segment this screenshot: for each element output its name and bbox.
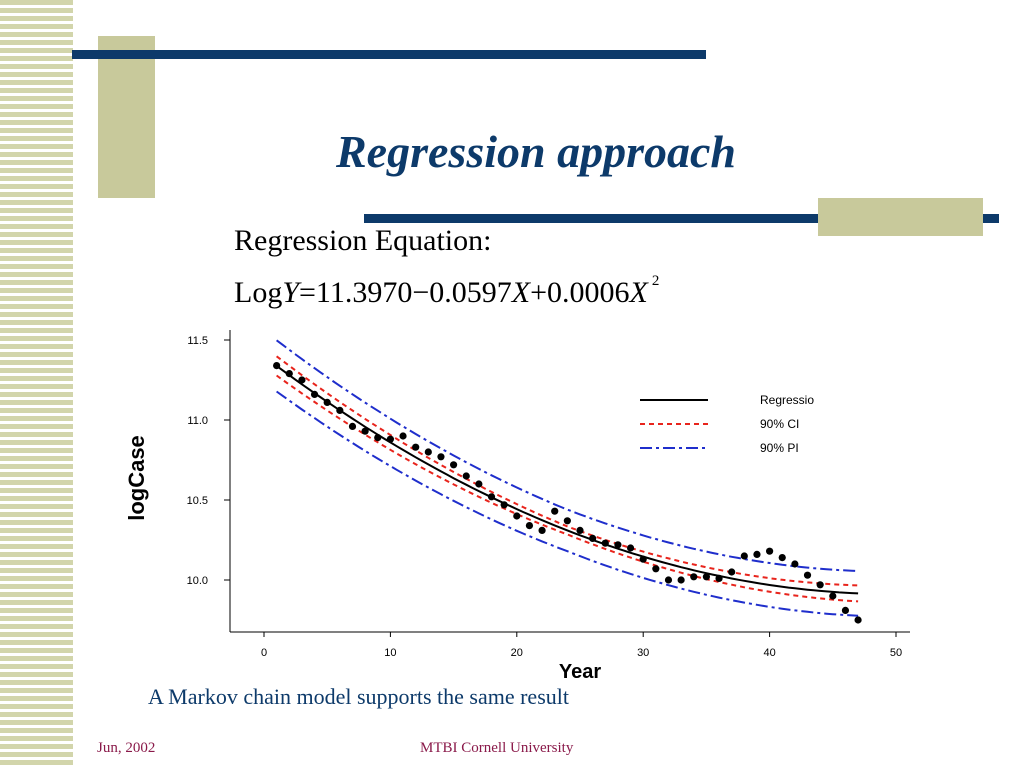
data-point xyxy=(715,574,723,582)
data-point xyxy=(525,522,534,530)
equation-exponent: 2 xyxy=(651,273,660,289)
data-point xyxy=(310,390,319,398)
y-tick-label: 11.0 xyxy=(187,415,208,427)
equation-heading: Regression Equation: xyxy=(234,224,492,257)
data-point xyxy=(841,606,850,614)
equation-rhs-a: =11.3970−0.0597 xyxy=(299,276,512,309)
chart-bands xyxy=(276,339,859,617)
pi-upper-line xyxy=(276,339,859,572)
data-point xyxy=(614,541,622,549)
equation-lhs-var: Y xyxy=(282,276,300,309)
data-point xyxy=(778,554,786,562)
equation-lhs-prefix: Log xyxy=(234,276,283,309)
x-tick-label: 0 xyxy=(261,647,267,659)
data-point xyxy=(323,398,331,406)
footer-date: Jun, 2002 xyxy=(97,740,156,756)
data-point xyxy=(273,362,281,370)
data-point xyxy=(803,571,812,579)
data-point xyxy=(728,568,736,576)
data-point xyxy=(690,573,698,581)
data-point xyxy=(399,432,407,440)
data-point xyxy=(626,544,635,552)
x-tick-label: 30 xyxy=(637,647,649,659)
x-tick-label: 40 xyxy=(763,647,775,659)
data-point xyxy=(589,534,597,542)
data-point xyxy=(652,565,660,573)
data-point xyxy=(740,552,748,560)
data-point xyxy=(437,453,445,461)
regression-equation: LogY=11.3970−0.0597X+0.0006X 2 xyxy=(234,273,660,310)
data-point xyxy=(829,592,837,600)
data-point xyxy=(412,443,420,451)
data-point xyxy=(753,550,761,558)
x-tick-label: 50 xyxy=(890,647,902,659)
data-point xyxy=(500,501,508,509)
data-point xyxy=(702,573,711,581)
x-axis-label: Year xyxy=(559,661,601,680)
data-point xyxy=(576,526,584,534)
chart-points xyxy=(273,362,862,624)
data-point xyxy=(816,581,824,589)
data-point xyxy=(386,435,394,443)
y-tick-label: 10.0 xyxy=(187,575,208,587)
slide-title: Regression approach xyxy=(336,126,736,177)
data-point xyxy=(487,493,496,501)
y-tick-label: 10.5 xyxy=(187,495,208,507)
data-point xyxy=(424,448,432,456)
data-point xyxy=(538,526,546,534)
decorative-block-right xyxy=(818,198,983,236)
equation-var-x2: X xyxy=(629,276,648,309)
equation-rhs-b: +0.0006 xyxy=(530,276,630,309)
data-point xyxy=(298,376,306,384)
decorative-bar-middle xyxy=(364,214,999,223)
data-point xyxy=(462,472,470,480)
legend-label: Regressio xyxy=(760,393,814,407)
data-point xyxy=(336,406,344,414)
data-point xyxy=(348,422,357,430)
footer-institution: MTBI Cornell University xyxy=(420,740,574,756)
data-point xyxy=(563,517,571,525)
data-point xyxy=(677,576,685,584)
ci-upper-line xyxy=(276,355,859,587)
chart-axes: 10.0 10.5 11.0 11.5 0 10 20 30 40 50 xyxy=(187,330,910,659)
data-point xyxy=(601,539,609,547)
left-stripe-pattern xyxy=(0,0,73,768)
data-point xyxy=(361,427,369,435)
regression-line xyxy=(276,365,859,595)
data-point xyxy=(513,512,521,520)
decorative-block-left xyxy=(98,36,155,198)
data-point xyxy=(664,576,673,584)
decorative-bar-top xyxy=(72,50,706,59)
x-tick-label: 20 xyxy=(511,647,523,659)
data-point xyxy=(285,370,293,378)
pi-lower-line xyxy=(276,390,859,617)
data-point xyxy=(791,560,799,568)
regression-chart: 10.0 10.5 11.0 11.5 0 10 20 30 40 50 Regressio 90%… xyxy=(124,330,910,680)
equation-var-x1: X xyxy=(511,276,531,309)
data-point xyxy=(475,480,483,488)
chart-legend: Regressio 90% CI 90% PI xyxy=(640,393,814,455)
legend-label: 90% PI xyxy=(760,441,799,455)
data-point xyxy=(450,461,458,469)
data-point xyxy=(854,616,862,624)
data-point xyxy=(374,434,382,442)
slide-caption: A Markov chain model supports the same r… xyxy=(148,684,569,709)
legend-label: 90% CI xyxy=(760,417,799,431)
x-tick-label: 10 xyxy=(384,647,396,659)
ci-lower-line xyxy=(276,374,859,603)
data-point xyxy=(639,555,647,563)
data-point xyxy=(766,547,774,555)
data-point xyxy=(551,507,559,515)
y-axis-label: logCase xyxy=(124,435,149,521)
y-tick-label: 11.5 xyxy=(187,335,208,347)
